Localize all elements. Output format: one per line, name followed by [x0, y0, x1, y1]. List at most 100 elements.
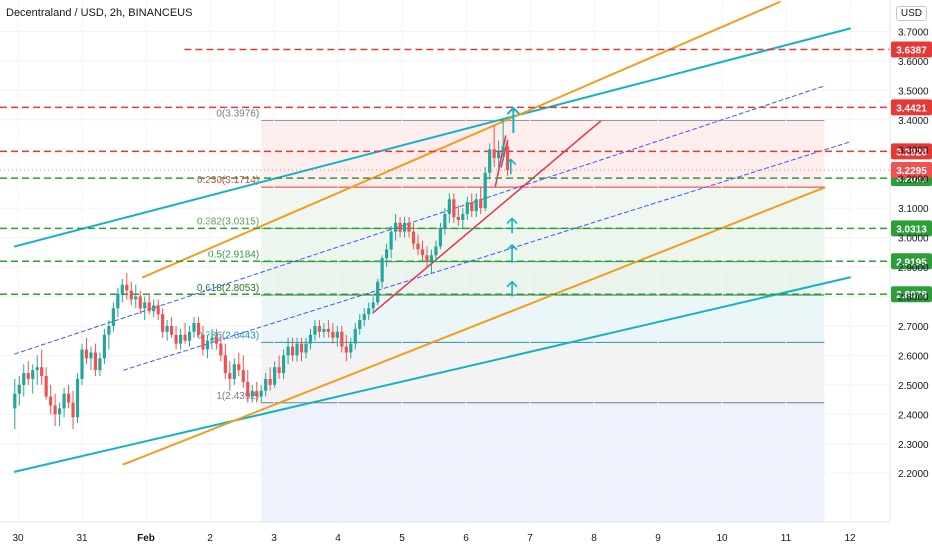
candle-body: [416, 243, 420, 250]
candle-body: [116, 293, 120, 309]
candle-body: [398, 222, 402, 232]
candle-body: [214, 337, 218, 344]
candle-body: [143, 302, 147, 309]
candle-body: [26, 373, 30, 379]
arrow-head: [506, 280, 518, 288]
fib-level-label: 0(3.3976): [216, 109, 259, 120]
arrow-head: [506, 107, 521, 115]
fib-level-label: 1(2.4392): [216, 391, 259, 402]
trend-line-teal-upper: [13, 27, 851, 248]
candle-body: [273, 367, 277, 385]
candle-body: [488, 149, 492, 173]
candle-body: [205, 340, 210, 350]
candle-body: [362, 314, 366, 321]
trend-line-teal-lower: [13, 276, 851, 473]
last-price-badge: [891, 162, 932, 179]
x-tick-label: 10: [716, 533, 728, 544]
candle-body: [394, 222, 398, 232]
x-tick-label: 2: [207, 533, 213, 544]
candle-body: [241, 370, 245, 382]
y-tick-label: 2.2000: [898, 469, 929, 480]
x-tick-label: 31: [76, 533, 88, 544]
candle-body: [228, 373, 232, 379]
price-level-label: 3.4421: [896, 103, 927, 114]
price-level-badge: [891, 41, 932, 58]
candle-body: [411, 231, 416, 244]
candle-body: [223, 355, 227, 374]
x-tick-label: 5: [399, 533, 405, 544]
y-tick-label: 3.6000: [898, 57, 929, 68]
candle-body: [380, 258, 384, 282]
candle-body: [434, 246, 438, 256]
candle-body: [161, 314, 165, 332]
candle-body: [17, 384, 21, 394]
price-level-label: 2.9195: [896, 257, 927, 268]
candle-body: [313, 325, 317, 335]
trend-line-red-up: [372, 120, 602, 314]
candle-body: [425, 255, 429, 262]
candle-body: [250, 390, 254, 397]
candle-body: [492, 149, 496, 159]
candle-body: [385, 249, 389, 259]
candle-body: [53, 405, 57, 415]
fib-zone: [261, 228, 825, 262]
candle-body: [349, 343, 353, 353]
fib-zone-ext: [261, 402, 825, 522]
y-tick-label: 2.9000: [898, 263, 929, 274]
price-level-badge: [891, 286, 932, 303]
candle-body: [326, 328, 330, 332]
candle-body: [452, 199, 456, 217]
candle-body: [340, 331, 344, 347]
x-tick-label: 12: [844, 533, 856, 544]
x-tick-label: 30: [12, 533, 24, 544]
candle-body: [429, 255, 434, 262]
candle-body: [461, 214, 465, 220]
arrow-head: [506, 244, 518, 251]
y-tick-label: 3.2000: [898, 175, 929, 186]
candle-body: [44, 376, 48, 397]
candle-body: [174, 334, 178, 344]
candle-body: [304, 343, 308, 353]
y-tick-label: 2.3000: [898, 440, 929, 451]
candle-body: [465, 202, 469, 215]
y-tick-label: 2.8000: [898, 293, 929, 304]
candle-body: [147, 302, 151, 312]
candle-body: [501, 146, 505, 153]
candle-body: [192, 323, 196, 332]
candle-body: [120, 284, 124, 294]
candle-body: [178, 334, 183, 344]
candle-body: [299, 343, 304, 353]
fib-level-label: 0.236(3.1714): [197, 175, 259, 186]
price-level-label: 3.0313: [896, 224, 927, 235]
candle-body: [268, 378, 272, 385]
candle-body: [402, 222, 407, 232]
candle-body: [290, 346, 295, 356]
candle-body: [111, 308, 115, 326]
currency-button[interactable]: USD: [895, 6, 927, 21]
last-price-label: 3.2295: [896, 166, 927, 177]
trend-line-red-short-2: [500, 139, 509, 168]
candle-body: [246, 381, 250, 397]
candle-body: [344, 346, 348, 353]
candle-body: [420, 249, 425, 256]
candle-body: [219, 343, 223, 356]
candle-body: [497, 152, 501, 159]
candle-body: [134, 296, 138, 300]
candle-body: [438, 228, 442, 247]
candle-body: [107, 325, 111, 335]
candle-body: [58, 408, 62, 415]
trend-line-blue-dash-2: [123, 141, 851, 371]
y-tick-label: 2.6000: [898, 351, 929, 362]
candle-body: [308, 334, 313, 344]
trend-line-orange-lower: [122, 186, 826, 466]
x-tick-label: 7: [527, 533, 533, 544]
candle-body: [317, 325, 322, 332]
candle-body: [156, 305, 160, 315]
price-level-badge: [891, 220, 932, 237]
price-level-label: 3.6387: [896, 46, 927, 57]
price-level-badge: [891, 253, 932, 270]
candle-body: [456, 216, 460, 220]
x-tick-label: 3: [271, 533, 277, 544]
candle-body: [322, 328, 326, 332]
